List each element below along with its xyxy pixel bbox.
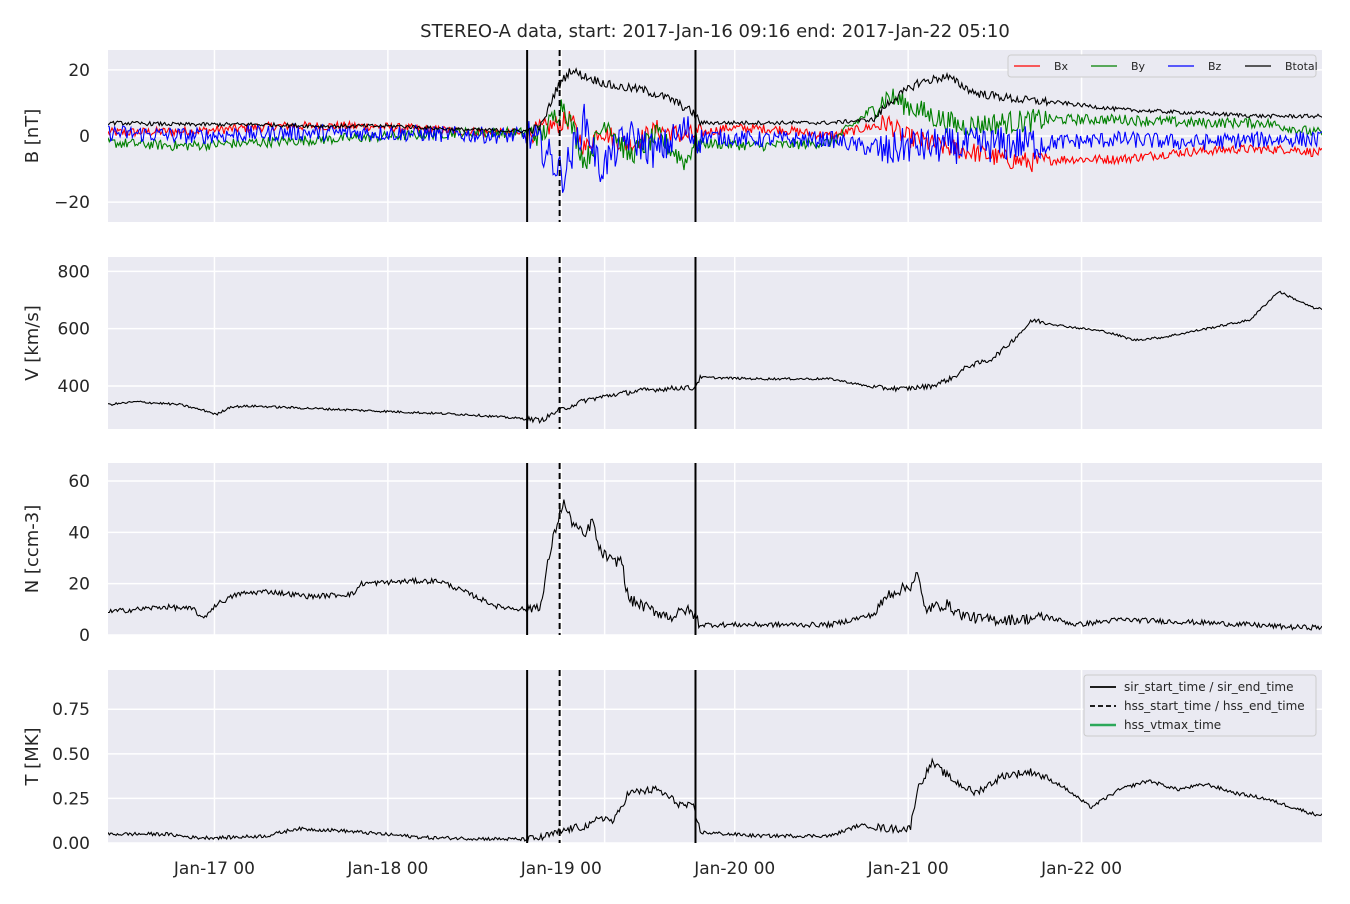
series-group [108, 499, 1322, 631]
y-axis-label: V [km/s] [22, 305, 43, 380]
series-line-by [108, 88, 1322, 171]
y-axis-label: T [MK] [22, 727, 43, 786]
y-tick-label: 400 [58, 377, 90, 397]
y-tick-label: 40 [68, 523, 90, 543]
y-tick-label: 0 [79, 626, 90, 646]
legend-frame [1083, 674, 1317, 737]
series-line-bx [108, 111, 1322, 173]
legend-label: Btotal [1285, 60, 1318, 73]
y-tick-label: 60 [68, 472, 90, 492]
y-axis-label: N [ccm-3] [22, 505, 43, 594]
panel-3: 0 20 40 60 N [ccm-3] [22, 463, 1322, 646]
y-tick-label: 800 [58, 262, 90, 282]
series-line-data [108, 757, 1322, 843]
y-tick-label: 0.00 [52, 834, 90, 854]
x-tick-label: Jan-19 00 [520, 859, 602, 879]
legend-label: hss_start_time / hss_end_time [1124, 699, 1305, 713]
legend-label: Bz [1208, 60, 1222, 73]
x-tick-label: Jan-18 00 [346, 859, 428, 879]
y-tick-label: 0.50 [52, 745, 90, 765]
series-group [108, 757, 1322, 843]
legend-frame [1007, 54, 1317, 78]
x-tick-label: Jan-17 00 [173, 859, 255, 879]
legend-label: Bx [1054, 60, 1069, 73]
chart-title: STEREO-A data, start: 2017-Jan-16 09:16 … [420, 21, 1010, 42]
panel-2: 400 600 800 V [km/s] [22, 257, 1322, 429]
y-tick-label: 20 [68, 61, 90, 81]
b-legend: Bx By Bz Btotal [1007, 54, 1318, 78]
y-tick-label: 20 [68, 575, 90, 595]
t-legend: sir_start_time / sir_end_time hss_start_t… [1083, 674, 1317, 737]
y-tick-label: 0.25 [52, 789, 90, 809]
legend-label: hss_vtmax_time [1124, 718, 1221, 732]
legend-label: By [1131, 60, 1146, 73]
series-line-btotal [108, 67, 1322, 134]
series-line-bz [108, 103, 1322, 193]
series-line-data [108, 499, 1322, 631]
legend-label: sir_start_time / sir_end_time [1124, 680, 1294, 694]
panel-background [108, 257, 1322, 429]
x-tick-label: Jan-20 00 [693, 859, 775, 879]
series-group [108, 67, 1322, 193]
x-tick-label: Jan-22 00 [1040, 859, 1122, 879]
y-tick-label: 600 [58, 320, 90, 340]
y-tick-label: 0.75 [52, 700, 90, 720]
y-tick-label: 0 [79, 127, 90, 147]
x-tick-label: Jan-21 00 [867, 859, 949, 879]
series-group [108, 290, 1322, 425]
panel-1: −20 0 20 B [nT] [22, 50, 1322, 222]
y-axis-label: B [nT] [22, 109, 43, 164]
series-line-data [108, 290, 1322, 425]
panel-background [108, 463, 1322, 635]
y-tick-label: −20 [54, 193, 90, 213]
